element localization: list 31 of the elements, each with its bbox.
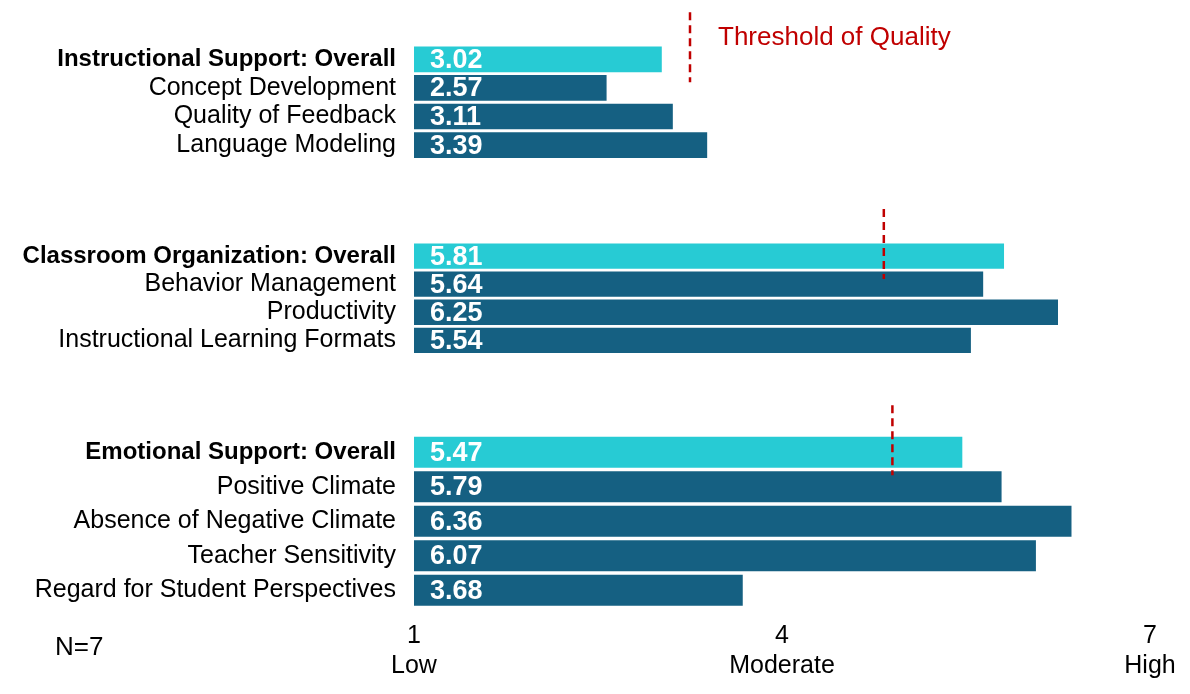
x-tick-label: 1 Low <box>391 620 438 679</box>
y-tick-label: Behavior Management <box>144 268 397 297</box>
data-label: 3.11 <box>430 100 482 131</box>
x-tick-label: 4 Moderate <box>729 620 835 679</box>
data-label: 6.25 <box>430 296 483 327</box>
data-label: 6.36 <box>430 505 483 536</box>
y-tick-label: Teacher Sensitivity <box>187 539 397 568</box>
y-tick-label: Classroom Organization: Overall <box>22 240 396 268</box>
y-tick-label: Positive Climate <box>216 470 396 499</box>
y-tick-label: Absence of Negative Climate <box>73 505 396 534</box>
data-label: 3.39 <box>430 129 483 160</box>
y-tick-label: Instructional Learning Formats <box>58 324 396 353</box>
y-tick-label: Regard for Student Perspectives <box>34 574 396 603</box>
data-label: 5.79 <box>430 471 483 502</box>
data-label: 5.64 <box>430 268 483 299</box>
ref-line-label: Threshold of Quality <box>718 21 951 52</box>
data-label: 3.68 <box>430 574 483 605</box>
x-tick-label: 7 High <box>1124 620 1176 679</box>
y-tick-label: Concept Development <box>148 71 397 100</box>
data-label: 5.81 <box>430 240 483 271</box>
data-label: 2.57 <box>430 72 483 103</box>
y-tick-label: Productivity <box>266 296 397 325</box>
y-tick-label: Quality of Feedback <box>173 100 397 129</box>
y-tick-label: Emotional Support: Overall <box>85 436 396 464</box>
y-tick-label: Instructional Support: Overall <box>57 43 396 71</box>
data-label: 6.07 <box>430 540 483 571</box>
data-label: 5.47 <box>430 436 483 467</box>
data-label: 5.54 <box>430 324 483 355</box>
y-tick-label: Language Modeling <box>176 128 396 157</box>
text: N=7 <box>55 630 104 661</box>
data-label: 3.02 <box>430 43 483 74</box>
